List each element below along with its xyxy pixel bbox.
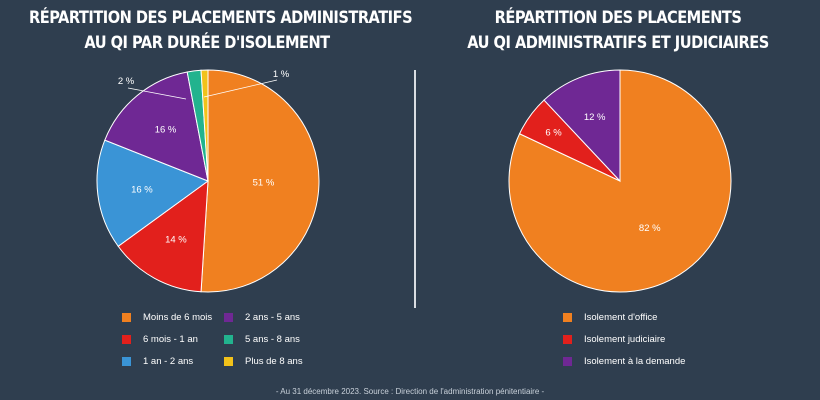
pie-slice-left-4: [104, 71, 209, 182]
panel-divider: [414, 70, 416, 308]
legend-item: Isolement d'office: [563, 312, 657, 323]
right-chart-title-line-2: AU QI ADMINISTRATIFS ET JUDICIAIRES: [467, 33, 769, 53]
leader-line: [203, 79, 278, 98]
legend-swatch: [122, 335, 131, 344]
legend-item: Plus de 8 ans: [224, 356, 303, 367]
pie-slice-label: 12 %: [584, 112, 606, 123]
pie-slice-left-3: [96, 139, 210, 247]
pie-slice-left-6: [200, 69, 209, 182]
legend-swatch: [563, 335, 572, 344]
legend-item: Isolement judiciaire: [563, 334, 665, 345]
legend-label: Moins de 6 mois: [143, 312, 213, 323]
right-chart-panel: RÉPARTITION DES PLACEMENTS AU QI ADMINIS…: [416, 0, 820, 380]
legend-swatch: [563, 313, 572, 322]
right-chart-title-line-1: RÉPARTITION DES PLACEMENTS: [494, 8, 742, 28]
legend-swatch: [122, 313, 131, 322]
pie-slice-label: 2 %: [118, 76, 135, 87]
source-footnote: - Au 31 décembre 2023. Source : Directio…: [275, 387, 545, 396]
pie-slice-label: 16 %: [131, 184, 153, 195]
legend-item: Isolement à la demande: [563, 356, 685, 367]
right-pie-chart: 82 % 6 % 12 %: [508, 69, 732, 293]
left-chart-legend: Moins de 6 mois 6 mois - 1 an 1 an - 2 ans…: [0, 0, 414, 380]
leader-line: [127, 87, 187, 100]
left-chart-title-line-2: AU QI PAR DURÉE D'ISOLEMENT: [84, 33, 330, 53]
legend-label: 5 ans - 8 ans: [245, 334, 300, 345]
pie-slice-label: 14 %: [165, 234, 187, 245]
legend-item: 6 mois - 1 an: [122, 334, 198, 345]
legend-label: 6 mois - 1 an: [143, 334, 198, 345]
pie-slice-label: 82 %: [639, 223, 661, 234]
right-chart-legend: Isolement d'office Isolement judiciaire Is…: [416, 0, 820, 380]
left-chart-title: RÉPARTITION DES PLACEMENTS ADMINISTRATIF…: [28, 6, 413, 56]
legend-item: 5 ans - 8 ans: [224, 334, 300, 345]
pie-slice-label: 51 %: [253, 178, 275, 189]
pie-slice-right-3: [543, 69, 621, 183]
pie-slice-left-2: [117, 179, 209, 293]
legend-swatch: [224, 313, 233, 322]
legend-swatch: [224, 335, 233, 344]
legend-item: 1 an - 2 ans: [122, 356, 193, 367]
left-pie-chart: 51 % 14 % 16 % 16 % 2 % 1 %: [96, 69, 320, 293]
left-chart-panel: RÉPARTITION DES PLACEMENTS ADMINISTRATIF…: [0, 0, 414, 380]
legend-label: 1 an - 2 ans: [143, 356, 194, 367]
pie-slice-label: 1 %: [273, 69, 290, 80]
legend-label: Isolement d'office: [584, 312, 658, 323]
legend-label: 2 ans - 5 ans: [245, 312, 300, 323]
legend-swatch: [224, 357, 233, 366]
legend-item: 2 ans - 5 ans: [224, 312, 300, 323]
pie-slice-label: 16 %: [155, 125, 177, 136]
pie-slice-label: 6 %: [545, 128, 562, 139]
legend-label: Isolement judiciaire: [584, 334, 666, 345]
legend-label: Isolement à la demande: [584, 356, 686, 367]
legend-item: Moins de 6 mois: [122, 312, 212, 323]
legend-label: Plus de 8 ans: [245, 356, 303, 367]
legend-swatch: [563, 357, 572, 366]
pie-slice-left-1: [200, 69, 320, 293]
left-chart-title-line-1: RÉPARTITION DES PLACEMENTS ADMINISTRATIF…: [28, 8, 413, 28]
right-chart-title: RÉPARTITION DES PLACEMENTS AU QI ADMINIS…: [444, 6, 791, 56]
legend-swatch: [122, 357, 131, 366]
